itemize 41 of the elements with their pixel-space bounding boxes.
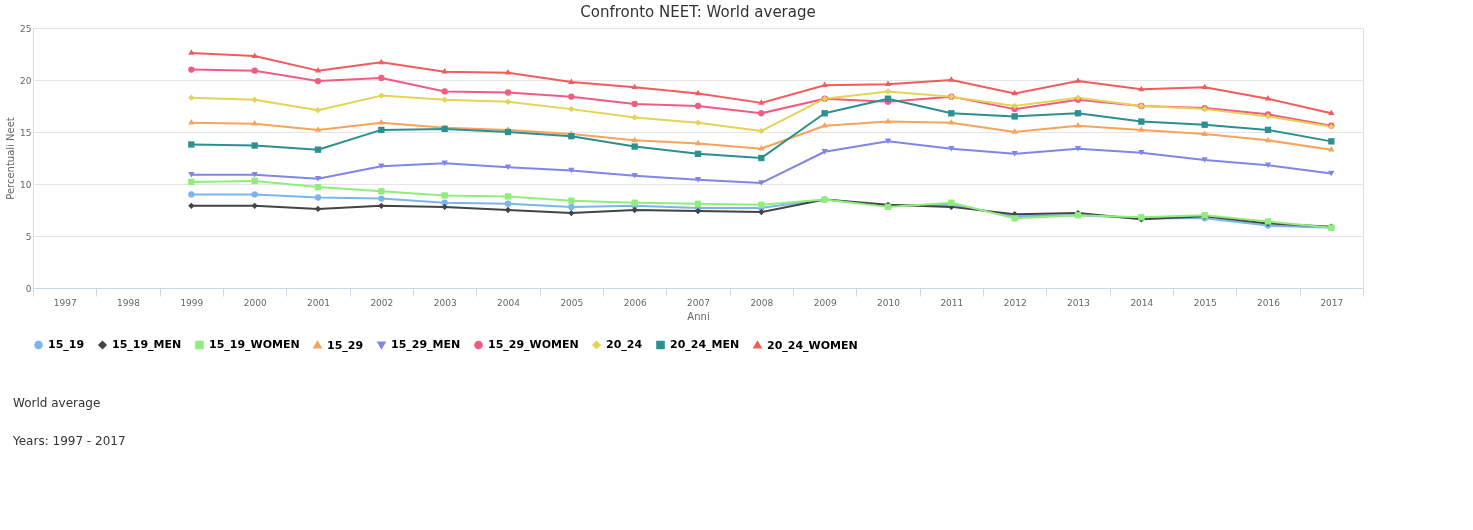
chart-title: Confronto NEET: World average <box>580 3 816 21</box>
legend-label: 20_24_WOMEN <box>767 338 858 352</box>
x-axis-title: Anni <box>687 310 710 322</box>
x-tick-label: 1999 <box>180 297 204 308</box>
x-tick-label: 2012 <box>1003 297 1027 308</box>
x-tick-label: 2003 <box>433 297 457 308</box>
legend-label: 15_19_MEN <box>112 337 182 351</box>
x-tick-label: 2008 <box>750 297 774 308</box>
y-tick-label: 5 <box>25 231 32 242</box>
x-tick-label: 2011 <box>940 297 964 308</box>
x-tick-label: 2007 <box>687 297 710 308</box>
x-tick-label: 2009 <box>813 297 837 308</box>
text: World average <box>13 396 101 410</box>
legend-label: 15_19_WOMEN <box>209 337 300 351</box>
x-tick-label: 2013 <box>1067 297 1090 308</box>
x-tick-label: 2006 <box>623 297 647 308</box>
x-tick-label: 2014 <box>1130 297 1154 308</box>
x-tick-label: 2004 <box>497 297 521 308</box>
y-tick-label: 10 <box>20 179 32 190</box>
y-axis-title: Percentuali Neet <box>5 117 17 200</box>
y-tick-label: 20 <box>20 75 32 86</box>
x-tick-label: 2000 <box>243 297 267 308</box>
x-tick-label: 1997 <box>53 297 77 308</box>
x-tick-label: 2005 <box>560 297 584 308</box>
legend-label: 20_24_MEN <box>670 337 740 351</box>
legend-label: 15_29 <box>327 338 364 352</box>
x-tick-label: 2010 <box>877 297 901 308</box>
x-tick-label: 2017 <box>1320 297 1344 308</box>
text: Years: 1997 - 2017 <box>12 434 126 448</box>
x-tick-label: 2016 <box>1257 297 1281 308</box>
legend-label: 15_29_WOMEN <box>488 337 579 351</box>
y-tick-label: 15 <box>20 127 32 138</box>
x-tick-label: 2015 <box>1193 297 1217 308</box>
x-tick-label: 2001 <box>307 297 330 308</box>
legend-label: 15_19 <box>48 337 85 351</box>
x-tick-label: 1998 <box>117 297 141 308</box>
legend-label: 15_29_MEN <box>391 338 461 352</box>
y-tick-label: 0 <box>25 283 32 294</box>
x-tick-label: 2002 <box>370 297 394 308</box>
y-tick-label: 25 <box>20 23 32 34</box>
legend-label: 20_24 <box>606 337 643 351</box>
